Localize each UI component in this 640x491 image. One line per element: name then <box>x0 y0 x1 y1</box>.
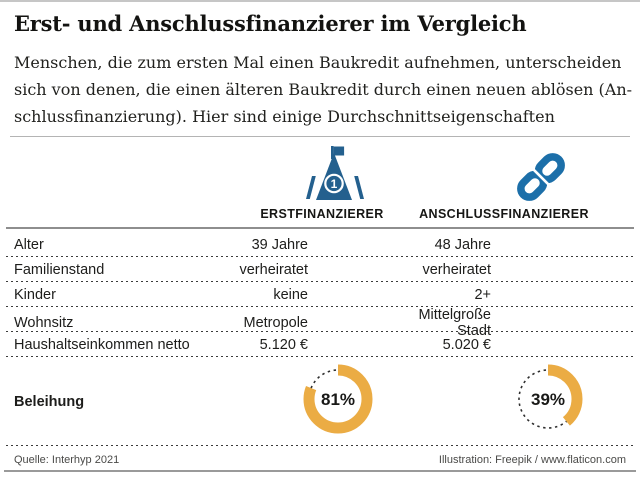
header-divider-line <box>6 227 634 229</box>
mountain-shapes <box>306 146 364 200</box>
row-label: Familienstand <box>14 261 105 278</box>
flag-mast <box>331 146 334 159</box>
page-title: Erst- und Anschlussfinanzierer im Vergle… <box>14 11 527 36</box>
flag <box>333 146 345 156</box>
top-border-line <box>0 0 640 2</box>
chain-seam <box>530 166 552 188</box>
number-one-badge: 1 <box>331 177 338 191</box>
second-value: 5.020 € <box>442 336 491 353</box>
chain-link-bottom <box>517 170 548 201</box>
row-label: Alter <box>14 236 44 253</box>
intro-line: schlussfinanzierung). Hier sind einige D… <box>14 107 555 126</box>
bottom-border-line <box>4 470 636 472</box>
illustration-credit: Illustration: Freepik / www.flaticon.com <box>438 454 626 466</box>
donut-arc <box>303 364 373 434</box>
chain-links <box>517 153 565 201</box>
table-row: Wohnsitz Metropole Mittelgroße Stadt <box>0 307 640 339</box>
table-row: Kinder keine 2+ <box>0 282 640 307</box>
footer: Quelle: Interhyp 2021 Illustration: Free… <box>14 454 626 466</box>
first-value: Metropole <box>243 315 308 331</box>
number-badge-ring <box>324 173 344 194</box>
beleihung-row: Beleihung <box>0 357 640 446</box>
donut-arc <box>513 364 583 434</box>
first-value: keine <box>273 286 308 303</box>
intro-line: sich von denen, die einen älteren Baukre… <box>14 80 633 99</box>
second-value: 2+ <box>474 286 491 303</box>
second-value: 48 Jahre <box>434 236 491 253</box>
intro-line: Menschen, die zum ersten Mal einen Baukr… <box>14 53 622 72</box>
donut-value-label: 81% <box>321 390 355 409</box>
beleihung-donut-erstfinanzierer: 81% <box>303 364 373 434</box>
comparison-table: Alter 39 Jahre 48 Jahre Familienstand ve… <box>0 232 640 357</box>
source-credit: Quelle: Interhyp 2021 <box>14 454 120 466</box>
first-value: 39 Jahre <box>251 236 308 253</box>
row-label: Wohnsitz <box>14 315 74 331</box>
table-row: Alter 39 Jahre 48 Jahre <box>0 232 640 257</box>
first-value: verheiratet <box>239 261 308 278</box>
left-slash <box>306 176 316 199</box>
second-value: verheiratet <box>422 261 491 278</box>
mountain-first-summit-icon: 1 <box>306 146 364 200</box>
table-row: Familienstand verheiratet verheiratet <box>0 257 640 282</box>
intro-text: Menschen, die zum ersten Mal einen Baukr… <box>14 49 632 130</box>
right-slash <box>354 176 364 199</box>
beleihung-label: Beleihung <box>14 393 85 410</box>
table-row: Haushaltseinkommen netto 5.120 € 5.020 € <box>0 332 640 357</box>
column-header-anschlussfinanzierer: ANSCHLUSSFINANZIERER <box>419 207 589 221</box>
mountain-triangle <box>316 153 352 200</box>
chain-link-icon <box>517 153 565 201</box>
donut-value-label: 39% <box>531 390 565 409</box>
first-value: 5.120 € <box>259 336 308 353</box>
row-label: Haushaltseinkommen netto <box>14 336 190 353</box>
row-label: Kinder <box>14 286 56 303</box>
column-header-erstfinanzierer: ERSTFINANZIERER <box>260 207 384 221</box>
beleihung-donut-anschlussfinanzierer: 39% <box>513 364 583 434</box>
intro-divider-line <box>10 136 630 137</box>
